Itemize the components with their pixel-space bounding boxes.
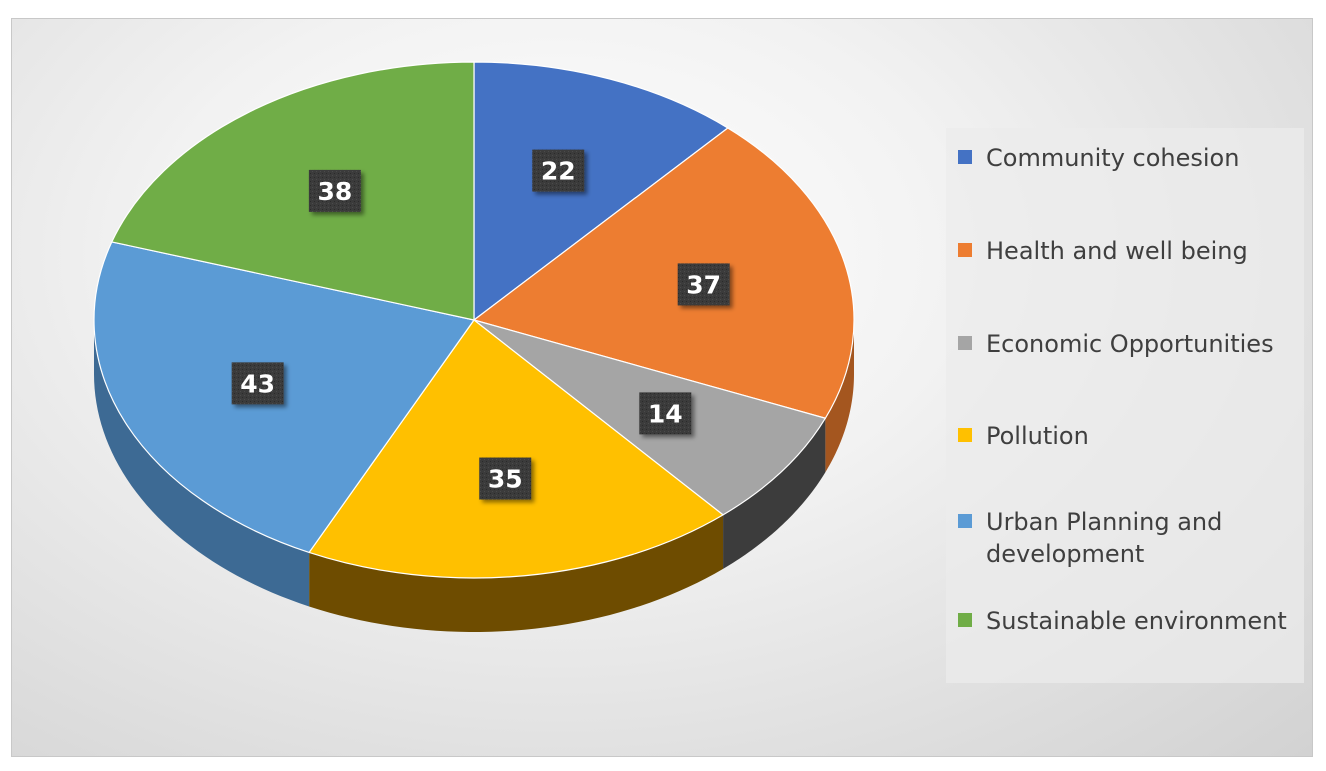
legend-entry-5: Sustainable environment [958, 605, 1291, 637]
data-label-1: 37 [677, 263, 730, 306]
pie-side-2 [723, 418, 826, 569]
data-label-text-3: 35 [488, 465, 523, 494]
data-label-2: 14 [639, 392, 692, 435]
legend-label-1: Health and well being [986, 237, 1248, 265]
pie-side-layer [94, 320, 854, 632]
data-label-text-4: 43 [240, 369, 275, 398]
legend-swatch-3 [958, 428, 972, 442]
pie-slice-5 [111, 61, 475, 321]
pie-slice-0 [473, 61, 729, 321]
data-label-text-2: 14 [648, 399, 683, 428]
data-label-box-5 [308, 169, 361, 212]
legend: Community cohesion Health and well being E… [946, 128, 1304, 683]
legend-swatch-0 [958, 150, 972, 164]
pie-chart: 22 37 14 35 43 38 [93, 61, 855, 632]
legend-label-0: Community cohesion [986, 144, 1240, 172]
legend-entry-4: Urban Planning and development [958, 506, 1291, 570]
legend-label-4: Urban Planning and development [986, 508, 1223, 568]
chart-area: 22 37 14 35 43 38 Community cohesion Health an… [11, 18, 1313, 757]
legend-swatch-2 [958, 336, 972, 350]
pie-slice-3 [308, 319, 724, 579]
legend-swatch-4 [958, 514, 972, 528]
data-label-text-5: 38 [317, 177, 352, 206]
legend-entry-3: Pollution [958, 420, 1291, 452]
data-label-text-0: 22 [541, 157, 576, 186]
legend-swatch-5 [958, 613, 972, 627]
data-label-box-0 [532, 149, 585, 192]
pie-slice-4 [93, 241, 475, 554]
data-label-text-1: 37 [686, 270, 721, 299]
data-label-0: 22 [532, 149, 585, 192]
pie-slice-1 [473, 127, 855, 419]
data-label-box-2 [639, 392, 692, 435]
legend-entry-0: Community cohesion [958, 142, 1291, 174]
data-label-box-3 [479, 457, 532, 500]
legend-label-3: Pollution [986, 422, 1089, 450]
pie-side-1 [825, 320, 854, 473]
pie-top-layer [93, 61, 855, 579]
data-label-4: 43 [231, 362, 284, 405]
legend-entry-1: Health and well being [958, 235, 1291, 267]
legend-label-2: Economic Opportunities [986, 330, 1274, 358]
legend-label-5: Sustainable environment [986, 607, 1287, 635]
pie-side-4 [94, 320, 310, 607]
data-label-box-4 [231, 362, 284, 405]
data-label-5: 38 [308, 169, 361, 212]
legend-swatch-1 [958, 243, 972, 257]
pie-side-3 [309, 514, 724, 632]
data-label-box-1 [677, 263, 730, 306]
data-label-3: 35 [479, 457, 532, 500]
pie-label-layer: 22 37 14 35 43 38 [231, 149, 730, 500]
legend-entry-2: Economic Opportunities [958, 328, 1291, 360]
